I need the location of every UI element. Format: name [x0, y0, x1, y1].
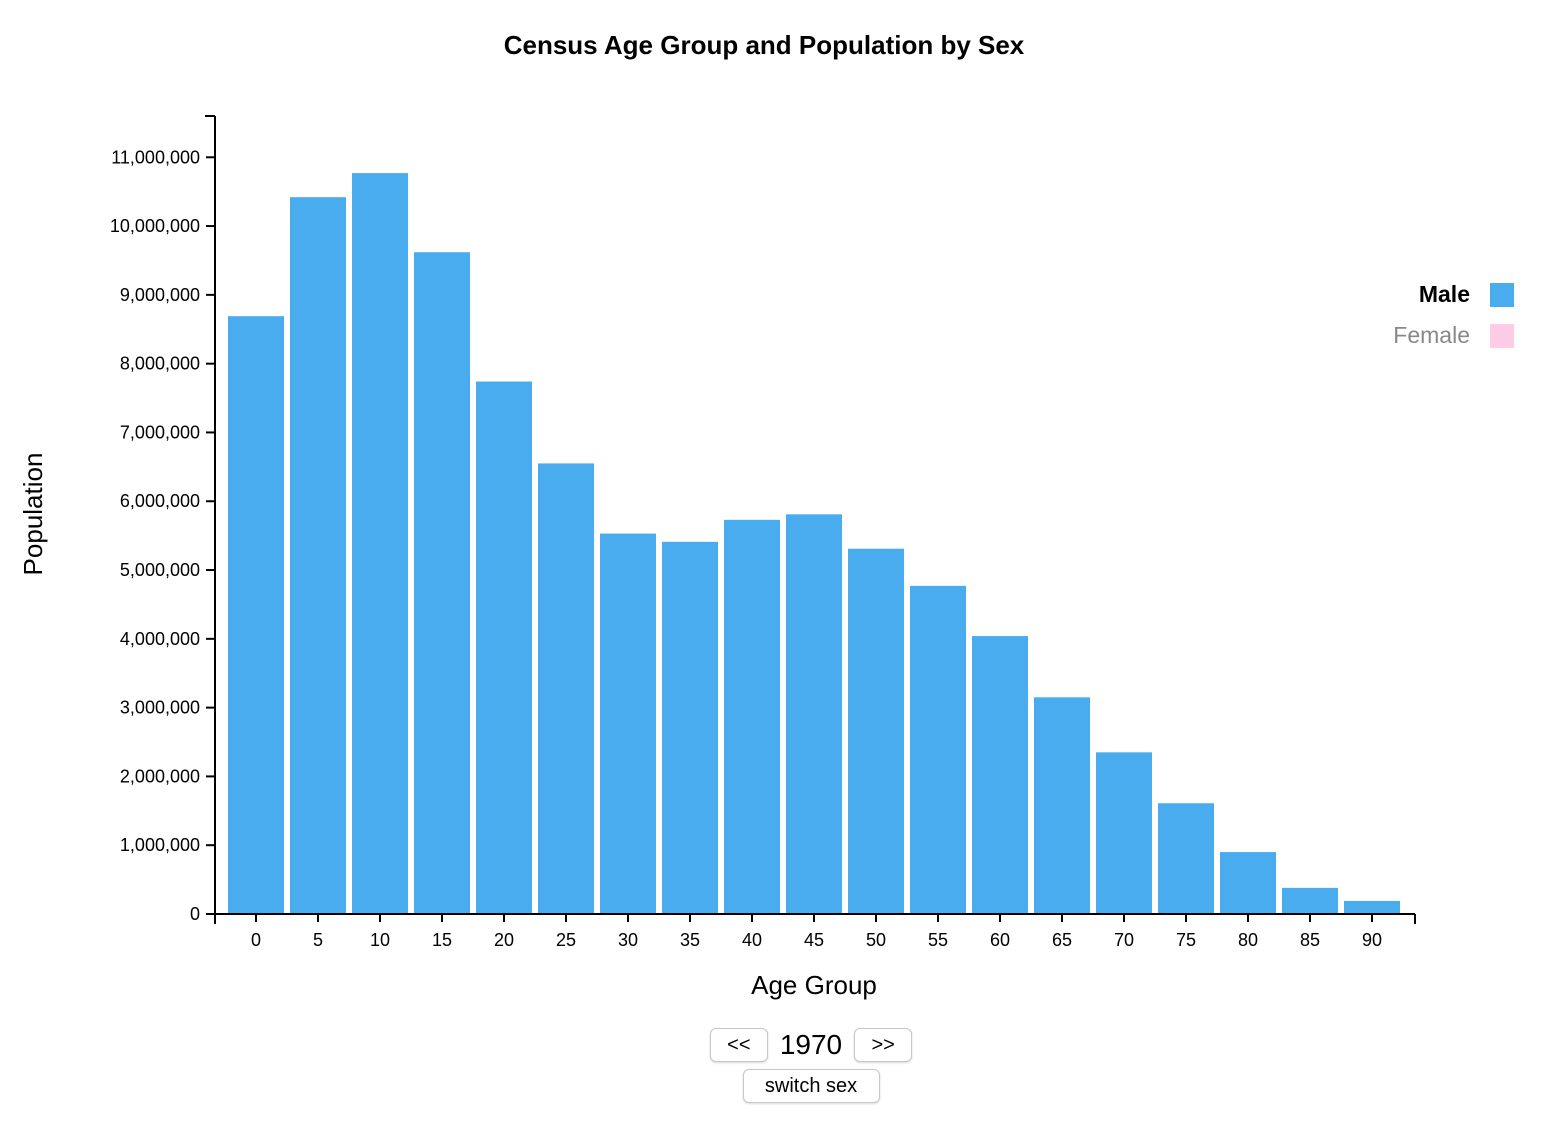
year-label: 1970	[779, 1029, 843, 1060]
bar-age-60	[972, 636, 1028, 914]
legend-swatch-male	[1490, 283, 1514, 307]
x-tick-label: 10	[370, 930, 390, 950]
x-tick-label: 15	[432, 930, 452, 950]
legend-label-female: Female	[1393, 322, 1470, 348]
bar-age-25	[538, 463, 594, 914]
bar-age-30	[600, 533, 656, 914]
x-tick-label: 70	[1114, 930, 1134, 950]
next-year-button[interactable]: >>	[854, 1028, 913, 1062]
bar-age-35	[662, 541, 718, 914]
x-tick-label: 35	[680, 930, 700, 950]
sex-controls: switch sex	[32, 1068, 1558, 1104]
bar-age-10	[352, 173, 408, 915]
y-tick-label: 0	[190, 904, 200, 924]
bar-age-15	[414, 252, 470, 915]
x-tick-label: 30	[618, 930, 638, 950]
x-tick-label: 80	[1238, 930, 1258, 950]
previous-year-button[interactable]: <<	[709, 1028, 768, 1062]
x-tick-label: 20	[494, 930, 514, 950]
chart-title: Census Age Group and Population by Sex	[504, 30, 1025, 60]
y-tick-label: 3,000,000	[120, 698, 200, 718]
x-tick-label: 65	[1052, 930, 1072, 950]
bar-age-40	[724, 519, 780, 914]
x-axis-title: Age Group	[751, 970, 877, 1000]
switch-sex-button[interactable]: switch sex	[742, 1069, 880, 1103]
y-tick-label: 5,000,000	[120, 560, 200, 580]
y-tick-label: 9,000,000	[120, 285, 200, 305]
bar-age-85	[1282, 887, 1338, 914]
bar-age-5	[290, 197, 346, 915]
bar-age-90	[1344, 900, 1400, 914]
x-tick-label: 40	[742, 930, 762, 950]
x-axis: 0 5 10 15 20 25 30 35 40 45 50 55 60 65 70 75 80 85 90	[214, 913, 1416, 950]
x-tick-label: 0	[251, 930, 261, 950]
x-tick-label: 25	[556, 930, 576, 950]
bar-age-80	[1220, 852, 1276, 914]
bar-age-75	[1158, 803, 1214, 914]
bar-age-20	[476, 381, 532, 914]
legend: Male Female	[1393, 281, 1514, 348]
bar-age-65	[1034, 697, 1090, 914]
population-chart: Census Age Group and Population by Sex 0…	[18, 30, 1514, 1000]
bar-age-45	[786, 514, 842, 914]
legend-swatch-female	[1490, 324, 1514, 348]
x-tick-label: 5	[313, 930, 323, 950]
x-tick-label: 90	[1362, 930, 1382, 950]
bar-age-55	[910, 585, 966, 914]
x-tick-label: 85	[1300, 930, 1320, 950]
y-tick-label: 8,000,000	[120, 354, 200, 374]
y-tick-label: 2,000,000	[120, 766, 200, 786]
y-axis: 0 1,000,000 2,000,000 3,000,000 4,000,000 5,0…	[110, 115, 216, 924]
y-tick-label: 11,000,000	[111, 147, 200, 167]
y-axis-title: Population	[18, 453, 48, 576]
x-tick-label: 75	[1176, 930, 1196, 950]
y-tick-label: 4,000,000	[120, 629, 200, 649]
x-tick-label: 50	[866, 930, 886, 950]
bar-age-50	[848, 548, 904, 914]
y-tick-label: 10,000,000	[110, 216, 200, 236]
legend-label-male: Male	[1419, 281, 1470, 307]
bar-age-70	[1096, 752, 1152, 914]
bar-age-0	[228, 316, 284, 914]
year-controls: << 1970 >>	[32, 1027, 1558, 1063]
y-tick-label: 1,000,000	[120, 835, 200, 855]
x-tick-label: 55	[928, 930, 948, 950]
x-tick-label: 45	[804, 930, 824, 950]
y-tick-label: 7,000,000	[120, 422, 200, 442]
bars-group	[228, 173, 1400, 915]
x-tick-label: 60	[990, 930, 1010, 950]
y-tick-label: 6,000,000	[120, 491, 200, 511]
